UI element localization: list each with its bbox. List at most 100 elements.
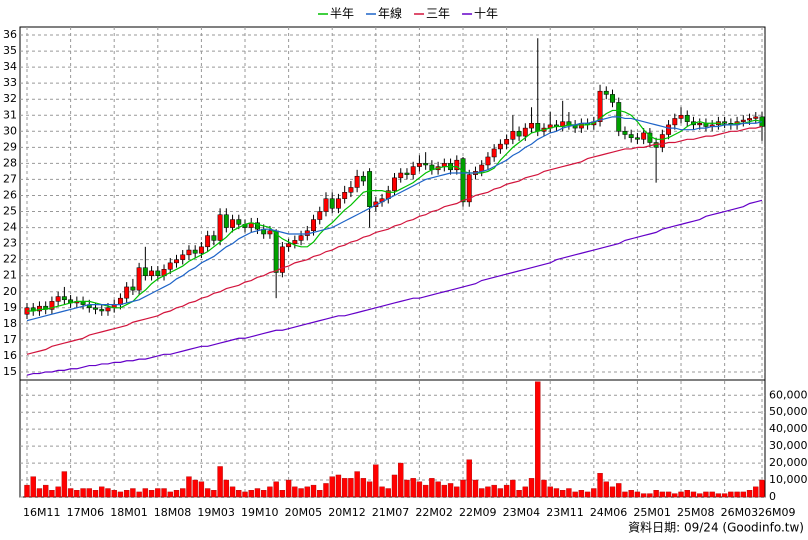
volume-bar: [566, 488, 572, 498]
volume-bar: [192, 479, 198, 498]
volume-bar: [354, 471, 360, 498]
volume-bar: [398, 462, 404, 498]
volume-bar: [229, 486, 236, 498]
candle-body: [466, 174, 472, 203]
volume-bar: [541, 479, 547, 498]
volume-bar: [99, 486, 105, 498]
volume-bar: [628, 490, 634, 498]
candle-body: [93, 307, 98, 310]
volume-bar: [186, 476, 192, 498]
volume-bar: [24, 484, 30, 498]
volume-bar: [49, 490, 55, 498]
candle-body: [49, 301, 55, 310]
legend-label: 三年: [426, 7, 450, 21]
candle-body: [641, 132, 647, 140]
volume-bar: [167, 491, 173, 498]
volume-bar: [92, 490, 99, 498]
volume-bar: [136, 491, 142, 498]
volume-bar: [61, 471, 68, 498]
candle-body: [516, 131, 522, 137]
volume-bar: [553, 488, 560, 498]
volume-bar: [510, 479, 516, 498]
volume-bar: [516, 490, 522, 498]
volume-bar: [379, 486, 385, 498]
volume-bar: [454, 486, 460, 498]
volume-bar: [285, 479, 292, 498]
candle-body: [329, 198, 335, 209]
candle-body: [255, 222, 260, 230]
candle-body: [142, 267, 148, 276]
y-tick-label: 10,000: [769, 473, 808, 486]
source-note: 資料日期: 09/24 (Goodinfo.tw): [628, 521, 804, 535]
volume-bar: [578, 490, 585, 498]
volume-bar: [329, 476, 335, 498]
candle-body: [666, 124, 672, 135]
volume-bar: [460, 479, 466, 498]
candle-body: [622, 131, 628, 135]
candle-body: [180, 254, 186, 260]
candle-body: [535, 123, 541, 132]
volume-bar: [341, 478, 348, 498]
candle-body: [529, 123, 534, 129]
volume-bar: [242, 491, 248, 498]
y-tick-label: 32: [3, 92, 17, 105]
volume-bar: [180, 488, 186, 498]
volume-bar: [298, 488, 304, 498]
y-tick-label: 30,000: [769, 439, 808, 452]
volume-bar: [659, 491, 666, 498]
volume-bar: [466, 459, 472, 498]
candle-body: [136, 267, 142, 291]
candle-body: [504, 139, 510, 145]
volume-bar: [261, 490, 267, 498]
volume-bar: [535, 381, 541, 498]
volume-bar: [111, 490, 117, 498]
volume-bar: [223, 479, 230, 498]
y-tick-label: 22: [3, 253, 17, 266]
volume-bar: [503, 484, 510, 498]
volume-bar: [292, 486, 298, 498]
y-tick-label: 0: [769, 490, 776, 503]
candle-body: [167, 262, 173, 270]
x-tick-label: 23M04: [503, 506, 541, 519]
x-tick-label: 25M01: [633, 506, 671, 519]
legend: 半年 年線 三年 十年: [318, 6, 498, 21]
candle-body: [753, 116, 759, 119]
volume-bar: [236, 490, 242, 498]
y-tick-label: 31: [3, 108, 17, 121]
candle-body: [510, 131, 516, 140]
candle-body: [105, 307, 111, 312]
candle-body: [273, 230, 279, 273]
candle-body: [360, 175, 366, 182]
candle-body: [392, 177, 397, 191]
candle-body: [317, 211, 323, 220]
candle-body: [223, 214, 229, 228]
volume-bar: [366, 481, 373, 498]
y-tick-label: 16: [3, 349, 17, 362]
volume-bar: [728, 491, 734, 498]
y-tick-label: 24: [3, 221, 17, 234]
candle-body: [174, 259, 179, 264]
candle-body: [311, 219, 316, 232]
y-tick-label: 33: [3, 76, 17, 89]
y-tick-label: 50,000: [769, 405, 808, 418]
ma-line: [27, 109, 763, 312]
volume-bar: [217, 466, 223, 498]
candle-body: [672, 118, 678, 126]
volume-bar: [479, 488, 485, 498]
volume-bar: [572, 491, 578, 498]
candle-body: [37, 305, 42, 312]
x-tick-label: 20M12: [328, 506, 366, 519]
volume-bar: [491, 484, 497, 498]
x-tick-label: 23M11: [546, 506, 584, 519]
y-tick-label: 26: [3, 188, 17, 201]
volume-bar: [734, 491, 740, 498]
volume-bar: [142, 488, 149, 498]
x-tick-label: 17M06: [67, 506, 105, 519]
candle-body: [230, 219, 236, 228]
volume-bar: [416, 481, 423, 498]
candle-body: [423, 163, 429, 166]
candle-body: [186, 249, 192, 256]
y-tick-label: 20: [3, 285, 17, 298]
ma-line: [26, 199, 763, 376]
